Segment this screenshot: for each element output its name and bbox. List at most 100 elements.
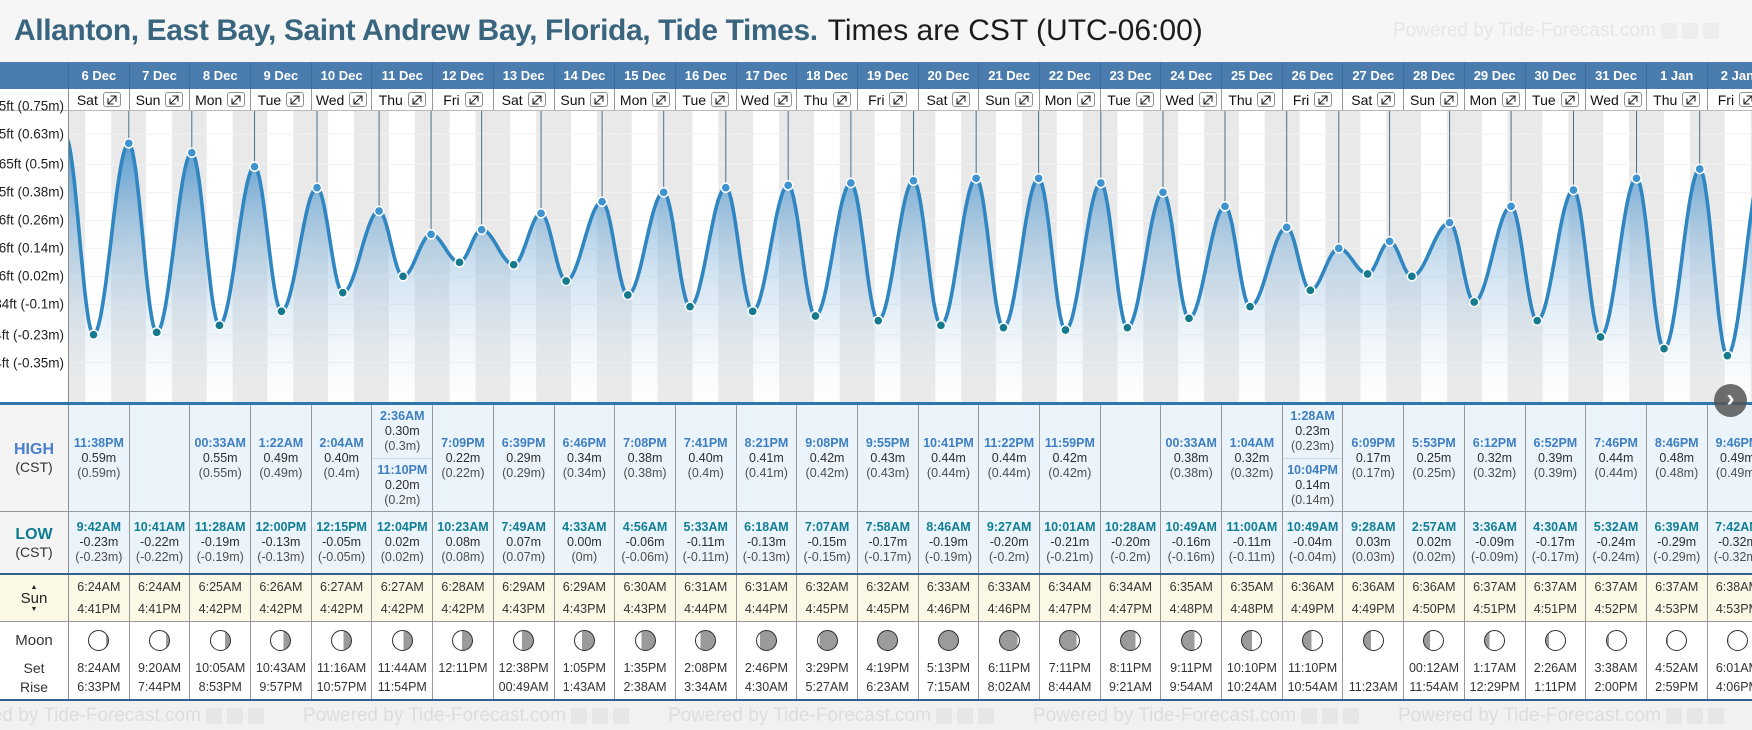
weekday-label: Mon — [619, 91, 648, 108]
expand-day-button[interactable] — [407, 92, 426, 107]
low-tide-time: 10:41AM — [133, 520, 186, 534]
expand-icon — [656, 94, 666, 105]
high-tide-entry: 6:09PM 0.17m (0.17m) — [1343, 436, 1403, 481]
moonrise-time: 1:11PM — [1534, 680, 1577, 694]
day-cell: Tue — [1525, 89, 1587, 110]
expand-day-button[interactable] — [227, 92, 246, 107]
moonset-time: 8:11PM — [1109, 661, 1152, 675]
low-tide-height-alt: (-0.19m) — [196, 550, 244, 564]
expand-day-button[interactable] — [102, 92, 121, 107]
expand-day-button[interactable] — [527, 92, 546, 107]
expand-day-button[interactable] — [1377, 92, 1396, 107]
high-tide-height: 0.42m — [1052, 450, 1088, 465]
high-tide-marker — [425, 228, 437, 240]
expand-day-button[interactable] — [832, 92, 851, 107]
expand-day-button[interactable] — [165, 92, 184, 107]
day-cell: Wed — [311, 89, 373, 110]
moonrise-time: 00:49AM — [498, 680, 549, 694]
sunrise-time: 6:33AM — [987, 580, 1031, 594]
expand-day-button[interactable] — [286, 92, 305, 107]
high-tide-time: 9:55PM — [865, 435, 910, 450]
low-tide-cell: 9:42AM -0.23m (-0.23m) — [69, 512, 130, 573]
expand-day-button[interactable] — [652, 92, 671, 107]
sun-cell: 6:28AM 4:42PM — [433, 575, 494, 621]
moonrise-time: 6:33PM — [77, 680, 121, 694]
moon-cell: 10:10PM 10:24AM — [1222, 622, 1283, 699]
high-tide-height-alt: (0.42m) — [1048, 465, 1092, 480]
expand-day-button[interactable] — [464, 92, 483, 107]
moon-cell: 8:24AM 6:33PM — [69, 622, 130, 699]
low-tide-height: -0.22m — [140, 535, 179, 549]
expand-icon — [715, 94, 725, 105]
sunset-time: 4:43PM — [623, 602, 667, 616]
expand-day-button[interactable] — [1314, 92, 1333, 107]
low-tide-marker — [1722, 350, 1733, 362]
high-tide-cell: 9:55PM 0.43m (0.43m) — [857, 405, 919, 511]
day-cell: Mon — [1040, 89, 1101, 110]
social-icon — [1321, 707, 1338, 724]
expand-icon — [1743, 94, 1752, 105]
low-tide-marker — [1305, 284, 1316, 296]
date-header: 6 Dec — [69, 62, 130, 89]
weekday-label: Sat — [1351, 91, 1373, 108]
low-tide-cell: 9:28AM 0.03m (0.03m) — [1343, 512, 1405, 573]
moon-phase-icon — [1423, 630, 1445, 651]
high-tide-row: HIGH (CST) 11:38PM 0.59m (0.59m) 00:33AM 0.5… — [0, 405, 1752, 512]
moon-cell: 11:10PM 10:54AM — [1283, 622, 1344, 699]
weekday-label: Tue — [1532, 91, 1556, 108]
high-tide-height: 0.29m — [506, 450, 542, 465]
expand-day-button[interactable] — [1439, 92, 1458, 107]
expand-day-button[interactable] — [1015, 92, 1034, 107]
expand-day-button[interactable] — [1623, 92, 1642, 107]
sun-row-header[interactable]: ▲ Sun ▼ — [0, 575, 69, 621]
next-page-button[interactable]: › — [1714, 384, 1747, 417]
high-tide-marker — [1384, 235, 1395, 247]
sunrise-time: 6:37AM — [1594, 580, 1638, 594]
moonrise-time: 3:34AM — [684, 680, 728, 694]
moonrise-time: 8:02AM — [987, 680, 1031, 694]
low-tide-time: 9:28AM — [1351, 520, 1396, 534]
expand-day-button[interactable] — [590, 92, 609, 107]
expand-day-button[interactable] — [952, 92, 971, 107]
weekday-label: Tue — [257, 91, 282, 108]
social-icon — [226, 707, 243, 724]
low-tide-marker — [1406, 270, 1418, 282]
moon-cell: 3:38AM 2:00PM — [1586, 622, 1647, 699]
low-tide-entry: 11:00AM -0.11m (-0.11m) — [1222, 520, 1282, 565]
low-tide-time: 10:23AM — [437, 520, 489, 534]
expand-day-button[interactable] — [1682, 92, 1701, 107]
expand-day-button[interactable] — [1501, 92, 1520, 107]
social-icon — [1665, 707, 1682, 724]
expand-day-button[interactable] — [1198, 92, 1217, 107]
expand-day-button[interactable] — [1560, 92, 1579, 107]
expand-day-button[interactable] — [1076, 92, 1095, 107]
sunset-time: 4:46PM — [926, 602, 971, 616]
low-tide-cell: 5:32AM -0.24m (-0.24m) — [1586, 512, 1647, 573]
moon-phase-icon — [573, 630, 595, 651]
moon-phase-icon — [755, 630, 777, 651]
low-tide-time: 10:49AM — [1165, 520, 1217, 534]
y-axis-label: 0.06ft (0.02m) — [0, 268, 64, 284]
expand-day-button[interactable] — [711, 92, 730, 107]
high-tide-height-alt: (0.38m) — [623, 465, 667, 480]
moon-phase-icon — [937, 630, 959, 651]
high-timezone-label: (CST) — [15, 459, 53, 475]
expand-day-button[interactable] — [1135, 92, 1154, 107]
high-tide-height: 0.43m — [870, 450, 906, 465]
sun-cell: 6:35AM 4:48PM — [1222, 575, 1283, 621]
sunrise-time: 6:29AM — [562, 580, 606, 594]
expand-day-button[interactable] — [1257, 92, 1276, 107]
moonrise-time: 11:23AM — [1348, 680, 1398, 694]
low-tide-marker — [151, 326, 163, 338]
expand-day-button[interactable] — [889, 92, 908, 107]
expand-day-button[interactable] — [774, 92, 793, 107]
low-tide-cell: 11:28AM -0.19m (-0.19m) — [190, 512, 252, 573]
low-tide-entry: 9:27AM -0.20m (-0.2m) — [979, 520, 1039, 565]
moon-phase-icon — [149, 630, 171, 651]
weekday-label: Fri — [443, 91, 460, 108]
expand-day-button[interactable] — [1739, 92, 1752, 107]
expand-day-button[interactable] — [349, 92, 368, 107]
low-tide-time: 10:01AM — [1044, 520, 1096, 534]
y-axis-label: 0.46ft (0.14m) — [0, 240, 64, 256]
high-tide-marker — [1505, 200, 1517, 212]
